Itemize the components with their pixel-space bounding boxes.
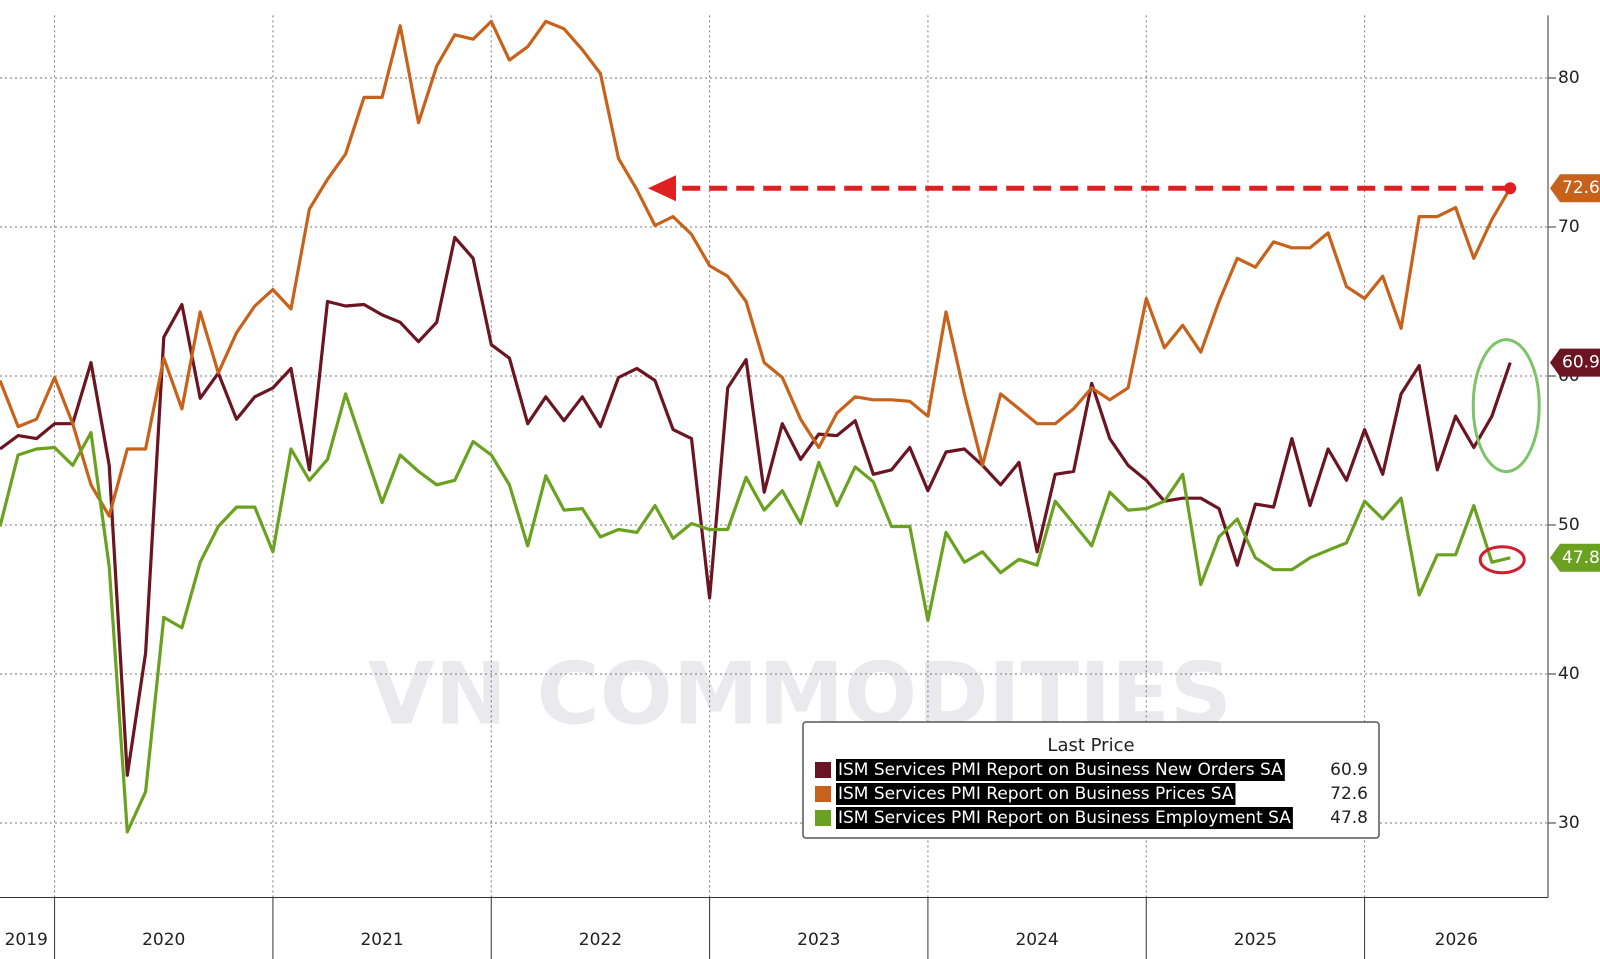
last-value-label: 60.9: [1562, 353, 1600, 373]
legend-swatch: [815, 810, 831, 826]
legend-label-bg: [836, 783, 1236, 805]
annotation-dot: [1504, 182, 1517, 195]
y-tick-label: 50: [1558, 515, 1580, 535]
legend-value: 72.6: [1330, 784, 1368, 804]
x-tick-label: 2021: [360, 930, 403, 950]
legend-swatch: [815, 762, 831, 778]
x-tick-label: 2025: [1234, 930, 1277, 950]
legend-label: ISM Services PMI Report on Business Pric…: [838, 784, 1234, 804]
series-line: [0, 19, 1512, 518]
last-value-label: 47.8: [1562, 548, 1600, 568]
legend-title: Last Price: [1047, 735, 1134, 756]
last-value-tag: [1550, 348, 1600, 377]
x-tick-label: 2024: [1015, 930, 1058, 950]
legend-label: ISM Services PMI Report on Business New …: [838, 760, 1283, 780]
annotation-ellipse: [1471, 338, 1541, 474]
last-value-tag: [1550, 174, 1600, 203]
annotation-ellipse: [1478, 545, 1526, 575]
y-tick-label: 70: [1558, 217, 1580, 237]
y-tick-label: 80: [1558, 68, 1580, 88]
x-tick-label: 2019: [5, 930, 48, 950]
legend-swatch: [815, 786, 831, 802]
last-value-label: 72.6: [1562, 178, 1600, 198]
last-value-tag: [1550, 543, 1600, 572]
series-line: [0, 392, 1511, 834]
x-tick-label: 2020: [142, 930, 185, 950]
annotation-arrowhead: [648, 175, 676, 202]
legend-label-bg: [836, 807, 1293, 829]
legend-value: 47.8: [1330, 808, 1368, 828]
legend: Last Price ISM Services PMI Report on Bus…: [802, 721, 1380, 839]
legend-label-bg: [836, 759, 1285, 781]
y-tick-label: 40: [1558, 664, 1580, 684]
series-line: [0, 235, 1512, 777]
legend-value: 60.9: [1330, 760, 1368, 780]
x-tick-label: 2026: [1435, 930, 1478, 950]
legend-label: ISM Services PMI Report on Business Empl…: [838, 808, 1291, 828]
y-tick-label: 30: [1558, 813, 1580, 833]
x-tick-label: 2023: [797, 930, 840, 950]
x-tick-label: 2022: [579, 930, 622, 950]
